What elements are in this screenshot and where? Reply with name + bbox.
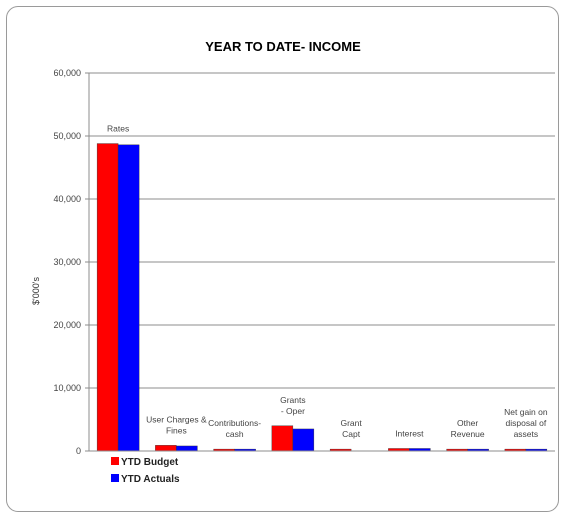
gridlines <box>89 72 555 389</box>
y-axis-ticks: 0 10,000 20,000 30,000 40,000 50,000 60,000 <box>53 68 89 456</box>
category-label: Fines <box>166 425 187 435</box>
category-label: Interest <box>395 428 424 438</box>
y-tick-label: 0 <box>76 446 81 456</box>
bar <box>96 143 119 452</box>
bar <box>271 425 294 452</box>
category-label: cash <box>226 429 244 439</box>
legend-label: YTD Actuals <box>121 474 180 485</box>
chart-frame: YEAR TO DATE- INCOME $'000's 0 10,000 20,0… <box>6 6 559 512</box>
bars <box>96 143 548 452</box>
legend-swatch <box>111 474 119 482</box>
legend: YTD Budget YTD Actuals <box>111 457 180 485</box>
y-axis-label: $'000's <box>31 277 41 305</box>
bar <box>176 445 198 452</box>
bar <box>117 144 140 452</box>
legend-swatch <box>111 457 119 465</box>
category-label: Net gain on <box>504 407 548 417</box>
income-chart: YEAR TO DATE- INCOME $'000's 0 10,000 20,0… <box>31 39 555 485</box>
category-label: Grants <box>280 395 306 405</box>
category-label: Other <box>457 418 478 428</box>
chart-title: YEAR TO DATE- INCOME <box>205 39 361 54</box>
category-label: User Charges & <box>146 414 207 424</box>
legend-label: YTD Budget <box>121 457 179 468</box>
category-label: - Oper <box>281 406 305 416</box>
y-tick-label: 50,000 <box>53 131 81 141</box>
bar <box>155 445 177 452</box>
category-label: Grant <box>340 418 362 428</box>
bar <box>292 428 315 452</box>
y-tick-label: 40,000 <box>53 194 81 204</box>
category-label: assets <box>514 429 539 439</box>
y-tick-label: 30,000 <box>53 257 81 267</box>
y-tick-label: 60,000 <box>53 68 81 78</box>
category-labels: Rates User Charges &Fines Contributions-ca… <box>107 124 548 439</box>
y-tick-label: 20,000 <box>53 320 81 330</box>
category-label: Capt <box>342 429 361 439</box>
category-label: Revenue <box>451 429 485 439</box>
category-label: Rates <box>107 124 129 134</box>
category-label: disposal of <box>506 418 547 428</box>
y-tick-label: 10,000 <box>53 383 81 393</box>
axes <box>88 73 555 452</box>
category-label: Contributions- <box>208 418 261 428</box>
